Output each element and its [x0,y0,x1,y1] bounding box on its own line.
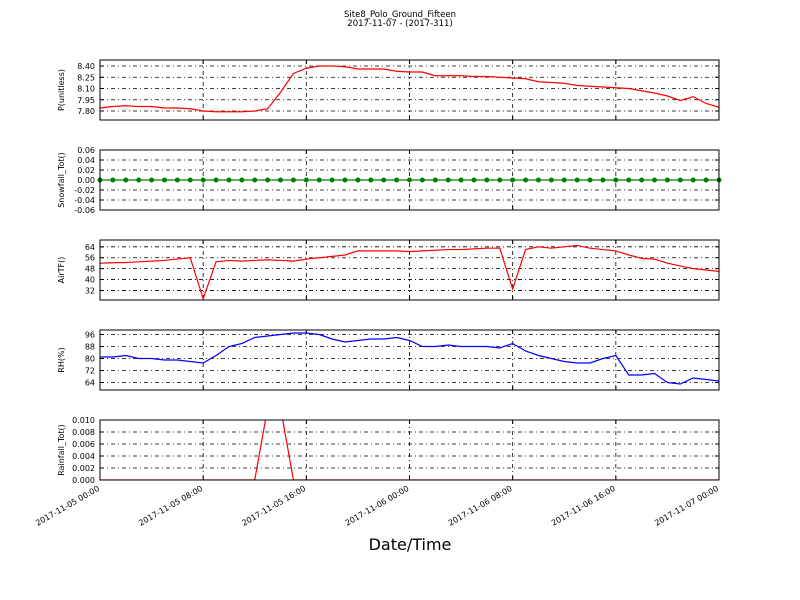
data-point [213,177,219,183]
data-point [484,177,490,183]
y-axis-label: Snowfall_Tot() [57,152,66,208]
y-tick-label: 7.95 [77,96,95,105]
y-axis-label: P(unitless) [57,69,66,111]
panel: 7.80 7.95 8.10 8.25 8.40 P(unitless) [57,59,720,121]
data-point [149,177,155,183]
data-point [677,177,683,183]
panel: 64 72 80 88 96 RH(%) [57,329,720,391]
data-point [342,177,348,183]
y-tick-label: 0.00 [77,176,95,185]
axes-frame [99,419,720,481]
y-tick-label: 8.25 [77,73,95,82]
axes-frame [99,149,720,211]
data-point [574,177,580,183]
y-tick-label: 0.000 [72,476,95,485]
data-point [510,177,516,183]
data-point [523,177,529,183]
data-point [200,177,206,183]
y-tick-label: 72 [85,367,95,376]
data-point [290,177,296,183]
y-tick-label: 56 [85,254,95,263]
y-axis-label: Rainfall_Tot() [57,424,66,476]
axes-frame [99,329,720,391]
y-tick-label: 0.004 [72,452,95,461]
figure-subtitle: 2017-11-07 - (2017-311) [347,19,452,29]
y-tick-label: 80 [85,355,95,364]
data-point [174,177,180,183]
y-tick-label: -0.06 [74,206,95,215]
data-point [136,177,142,183]
figure-title: Site8_Polo_Ground_Fifteen [344,10,456,20]
data-point [561,177,567,183]
data-point [381,177,387,183]
data-point [226,177,232,183]
data-point [368,177,374,183]
data-point [187,177,193,183]
y-tick-label: 64 [85,243,95,252]
y-axis-label: RH(%) [57,347,66,372]
y-tick-label: 88 [85,343,95,352]
y-tick-label: 8.10 [77,85,95,94]
data-point [587,177,593,183]
y-tick-label: 7.80 [77,107,95,116]
data-point [316,177,322,183]
data-point [613,177,619,183]
data-point [419,177,425,183]
data-point [432,177,438,183]
axes-frame [99,59,720,121]
y-tick-label: 8.40 [77,62,95,71]
data-point [123,177,129,183]
data-point [329,177,335,183]
y-axis-label: AirTF() [57,257,66,284]
data-point [252,177,258,183]
y-tick-label: 0.010 [72,416,95,425]
data-point [471,177,477,183]
panel: -0.06-0.04-0.020.000.020.040.06 Snowfall_… [57,146,722,215]
data-point [265,177,271,183]
data-point [394,177,400,183]
data-point [548,177,554,183]
data-point [407,177,412,183]
data-point [497,177,503,183]
x-axis-label: Date/Time [369,535,452,554]
data-point [458,177,464,183]
data-point [690,177,696,183]
data-point [639,177,645,183]
data-point [110,177,116,183]
y-tick-label: 40 [85,276,95,285]
y-tick-label: 32 [85,286,95,295]
data-point [664,177,670,183]
data-point [703,177,709,183]
data-line [100,332,719,385]
y-tick-label: -0.04 [74,196,95,205]
y-tick-label: 96 [85,331,95,340]
y-tick-label: 48 [85,265,95,274]
y-tick-label: 0.02 [77,166,95,175]
data-line [100,244,719,300]
y-tick-label: 0.008 [72,428,95,437]
data-point [535,177,541,183]
y-tick-label: 0.06 [77,146,95,155]
y-tick-label: 0.006 [72,440,95,449]
data-point [355,177,361,183]
data-point [278,177,284,183]
data-point [652,177,658,183]
y-tick-label: -0.02 [74,186,95,195]
axes-frame [99,239,720,301]
data-line [100,65,719,113]
data-point [303,177,309,183]
data-point [600,177,606,183]
data-point [445,177,451,183]
y-tick-label: 0.04 [77,156,95,165]
data-point [161,177,167,183]
y-tick-label: 64 [85,379,95,388]
data-point [626,177,632,183]
y-tick-label: 0.002 [72,464,95,473]
data-point [239,177,245,183]
